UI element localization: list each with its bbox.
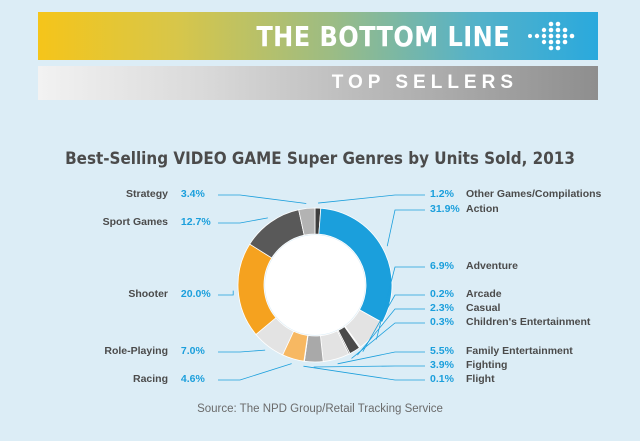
slice-strategy — [298, 207, 316, 236]
label-adventure: 6.9% Adventure — [430, 260, 518, 272]
label-action: 31.9% Action — [430, 203, 499, 215]
label-flight: 0.1% Flight — [430, 373, 495, 385]
leader-line-action — [386, 209, 425, 247]
leader-line-role-playing — [218, 349, 266, 353]
label-role-playing: Role-Playing 7.0% — [104, 345, 205, 357]
leader-line-racing — [218, 363, 292, 381]
banner-title: THE BOTTOM LINE — [256, 20, 510, 53]
leader-line-casual — [357, 308, 425, 356]
leader-line-children-s-entertainment — [351, 322, 425, 359]
header-banner: THE BOTTOM LINE — [38, 12, 598, 60]
label-arcade: 0.2% Arcade — [430, 288, 502, 300]
label-fighting: 3.9% Fighting — [430, 359, 508, 371]
leader-line-sport-games — [218, 217, 268, 224]
leader-line-flight — [303, 365, 425, 381]
leader-line-fighting — [313, 365, 425, 368]
arrow-icon — [528, 21, 575, 51]
label-strategy: Strategy 3.4% — [125, 188, 205, 200]
label-shooter: Shooter 20.0% — [128, 288, 211, 300]
chart-source: Source: The NPD Group/Retail Tracking Se… — [197, 403, 443, 415]
label-racing: Racing 4.6% — [132, 373, 205, 385]
leader-line-family-entertainment — [337, 351, 425, 365]
label-family-entertainment: 5.5% Family Entertainment — [430, 345, 573, 357]
leader-line-adventure — [375, 266, 425, 340]
leader-line-shooter — [218, 290, 234, 296]
label-childrens-entertainment: 0.3% Children's Entertainment — [430, 316, 591, 328]
subheader-title: TOP SELLERS — [331, 72, 518, 93]
leader-line-strategy — [218, 194, 307, 204]
leader-line-arcade — [362, 294, 425, 352]
label-other-games: 1.2% Other Games/Compilations — [430, 188, 602, 200]
label-sport-games: Sport Games 12.7% — [102, 216, 211, 228]
chart-title: Best-Selling VIDEO GAME Super Genres by … — [65, 149, 575, 168]
leader-line-other-games-compilations — [318, 194, 425, 204]
label-casual: 2.3% Casual — [430, 302, 501, 314]
donut-hole — [265, 235, 365, 335]
subheader-bar: TOP SELLERS — [38, 66, 598, 100]
